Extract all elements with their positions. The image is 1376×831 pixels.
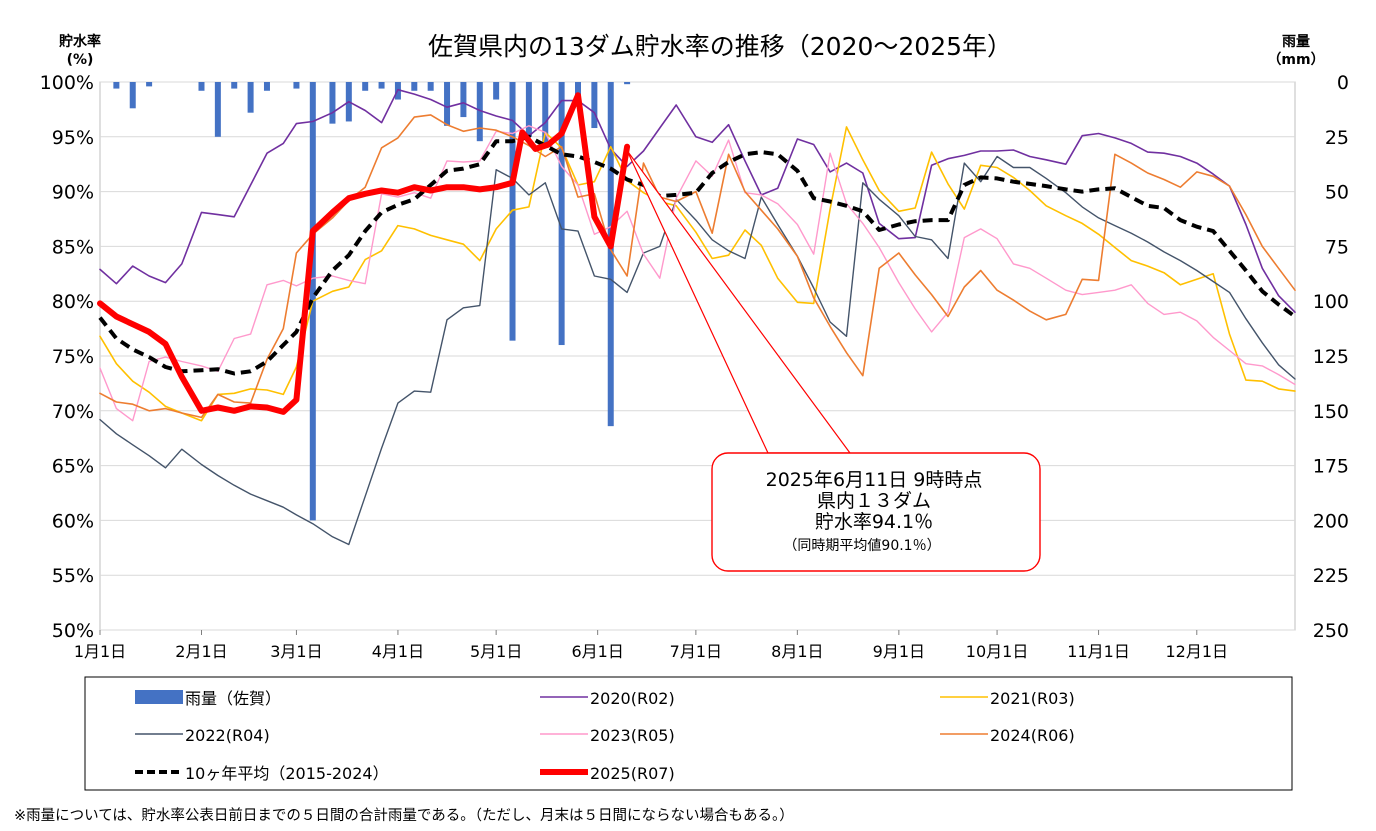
rain-bar [624, 82, 631, 85]
y-right-tick-label: 175 [1313, 456, 1349, 478]
legend-label: 10ヶ年平均（2015-2024） [185, 764, 389, 783]
rain-bar [198, 82, 205, 91]
y-right-tick-label: 100 [1313, 291, 1349, 313]
rain-bar [263, 82, 270, 91]
grid-lines [99, 81, 1296, 631]
y-right-tick-label: 0 [1337, 72, 1349, 94]
rain-bar [591, 82, 598, 129]
x-tick-label: 5月1日 [470, 642, 522, 661]
rain-bar [329, 82, 336, 124]
y-left-axis-label: (%) [67, 52, 94, 68]
x-tick-label: 4月1日 [372, 642, 424, 661]
series-line [99, 88, 1296, 314]
rain-bar [378, 82, 385, 89]
callout-line: 貯水率94.1％ [815, 511, 933, 533]
y-left-tick-label: 100% [40, 72, 94, 94]
x-tick-label: 9月1日 [873, 642, 925, 661]
y-left-tick-label: 75% [52, 346, 94, 368]
y-right-tick-label: 150 [1313, 401, 1349, 423]
rain-bar [558, 82, 565, 346]
rain-bar [607, 82, 614, 427]
series-line [97, 92, 631, 415]
x-tick-label: 1月1日 [74, 642, 126, 661]
y-right-tick-label: 50 [1325, 182, 1349, 204]
rain-bar [460, 82, 467, 118]
rain-bar [214, 82, 221, 137]
series-line [99, 125, 1296, 422]
x-tick-label: 10月1日 [966, 642, 1029, 661]
rain-bar [247, 82, 254, 113]
rain-bar [427, 82, 434, 91]
rain-bar [146, 82, 153, 87]
y-right-axis-label: 雨量 [1282, 34, 1310, 50]
x-tick-label: 6月1日 [571, 642, 623, 661]
x-tick-label: 8月1日 [771, 642, 823, 661]
rain-bar [493, 82, 500, 100]
y-right-tick-label: 200 [1313, 510, 1349, 532]
y-left-tick-label: 85% [52, 236, 94, 258]
rain-bar [542, 82, 549, 148]
legend-label: 2024(R06) [990, 726, 1075, 745]
y-right-tick-label: 25 [1325, 127, 1349, 149]
y-left-tick-label: 50% [52, 620, 94, 642]
y-left-tick-label: 60% [52, 510, 94, 532]
series-line [99, 114, 1296, 419]
x-tick-label: 11月1日 [1067, 642, 1130, 661]
legend-box [84, 676, 1293, 791]
y-right-tick-label: 125 [1313, 346, 1349, 368]
rain-bar [444, 82, 451, 126]
legend-label: 2023(R05) [590, 726, 675, 745]
legend: 雨量（佐賀） 2020(R02) 2021(R03) 2022(R04) 2023(R0… [84, 676, 1293, 791]
x-tick-label: 2月1日 [175, 642, 227, 661]
y-left-tick-label: 65% [52, 456, 94, 478]
y-left-tick-label: 95% [52, 127, 94, 149]
rain-bar [525, 82, 532, 137]
rain-bar [231, 82, 238, 89]
y-left-tick-label: 90% [52, 182, 94, 204]
y-right-tick-label: 225 [1313, 565, 1349, 587]
rain-bar [575, 82, 581, 98]
legend-label: 雨量（佐賀） [185, 689, 281, 708]
callout-box [711, 452, 1041, 572]
rain-bar [293, 82, 300, 89]
rain-bar [113, 82, 120, 89]
y-left-tick-label: 70% [52, 401, 94, 423]
axes: 100% 95% 90% 85% 80% 75% 70% 65% 60% 55% 50% 0 25 50 7… [40, 33, 1349, 661]
footnote: ※雨量については、貯水率公表日前日までの５日間の合計雨量である。（ただし、月末は… [14, 807, 794, 824]
series-line [99, 126, 1296, 422]
callout-sub: （同時期平均値90.1％） [783, 538, 940, 554]
y-left-axis-label: 貯水率 [59, 33, 101, 50]
y-right-axis-label: （mm） [1267, 52, 1324, 68]
x-tick-label: 3月1日 [270, 642, 322, 661]
callout-line: 県内１３ダム [817, 490, 931, 512]
y-left-tick-label: 55% [52, 565, 94, 587]
rain-bar [129, 82, 136, 109]
legend-label: 2021(R03) [990, 689, 1075, 708]
x-tick-label: 12月1日 [1166, 642, 1229, 661]
rain-bar [362, 82, 369, 91]
y-right-tick-label: 75 [1325, 236, 1349, 258]
legend-label: 2020(R02) [590, 689, 675, 708]
chart-title: 佐賀県内の13ダム貯水率の推移（2020〜2025年） [428, 32, 1012, 61]
series-line [98, 134, 1297, 376]
series-lines [97, 88, 1297, 546]
x-tick-label: 7月1日 [670, 642, 722, 661]
y-left-tick-label: 80% [52, 291, 94, 313]
y-right-tick-label: 250 [1313, 620, 1349, 642]
rain-bar [476, 82, 483, 142]
series-line [99, 155, 1296, 546]
callout-line: 2025年6月11日 9時時点 [766, 469, 983, 491]
legend-label: 2025(R07) [590, 764, 675, 783]
rain-bar [411, 82, 418, 91]
legend-label: 2022(R04) [185, 726, 270, 745]
